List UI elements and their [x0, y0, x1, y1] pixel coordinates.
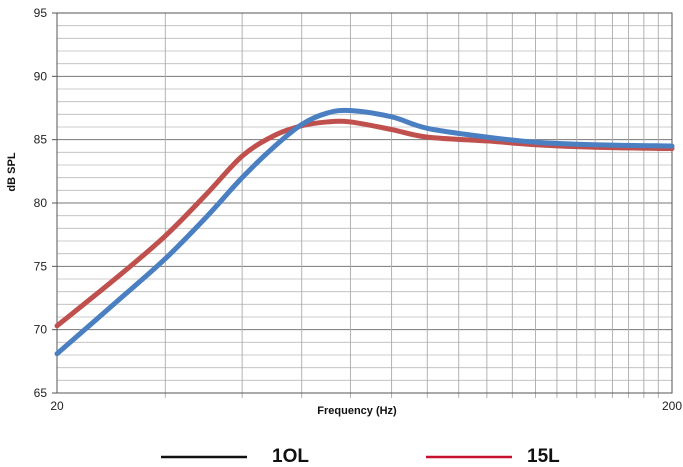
x-tick-label-20: 20 — [50, 399, 64, 413]
legend-label-15L: 15L — [527, 446, 560, 467]
x-axis-title: Frequency (Hz) — [317, 405, 397, 417]
legend-label-1OL: 1OL — [272, 446, 309, 467]
y-tick-label-90: 90 — [34, 69, 48, 83]
plot-area-border — [56, 12, 673, 394]
series-line-15L — [54, 118, 675, 329]
y-tick-label-95: 95 — [34, 6, 48, 20]
y-tick-label-70: 70 — [34, 323, 48, 337]
y-tick-label-80: 80 — [34, 196, 48, 210]
legend: 1OL 15L — [161, 446, 560, 467]
y-tick-label-65: 65 — [34, 386, 48, 400]
series-line-1OL — [54, 107, 675, 357]
y-tick-labels: 65 70 75 80 85 90 95 — [34, 6, 48, 400]
chart-series — [54, 107, 675, 357]
y-tick-label-75: 75 — [34, 259, 48, 273]
x-tick-label-200: 200 — [662, 399, 682, 413]
y-tick-label-85: 85 — [34, 133, 48, 147]
chart-grid — [52, 12, 672, 398]
y-axis-title: dB SPL — [6, 152, 18, 191]
